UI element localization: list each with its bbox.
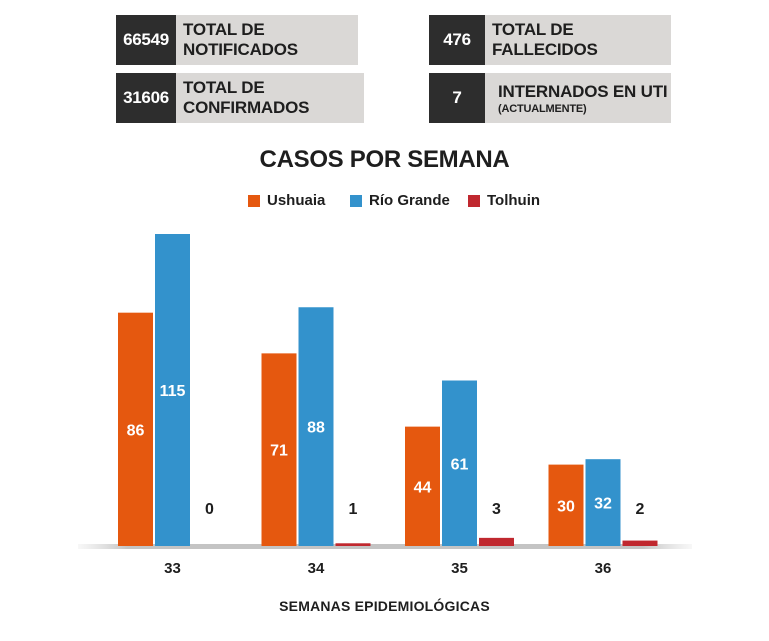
data-label-rio-grande-36: 32 [594, 496, 612, 513]
bar-rio-grande-33 [155, 234, 190, 546]
data-label-tolhuin-36: 2 [636, 501, 645, 518]
stat-value: 476 [429, 15, 485, 65]
bar-ushuaia-36 [548, 464, 584, 546]
data-label-ushuaia-34: 71 [270, 443, 288, 460]
legend-label-tolhuin: Tolhuin [487, 192, 541, 209]
stat-confirmados: 31606 TOTAL DE CONFIRMADOS [116, 73, 364, 123]
legend-label-rio-grande: Río Grande [369, 192, 450, 209]
legend-item-rio-grande: Río Grande [350, 192, 450, 209]
bar-ushuaia-34 [261, 353, 297, 546]
x-tick-label-36: 36 [595, 560, 612, 577]
data-label-rio-grande-33: 115 [160, 383, 186, 400]
x-tick-label-34: 34 [308, 560, 325, 577]
bar-rio-grande-35 [442, 380, 477, 546]
legend-item-tolhuin: Tolhuin [468, 192, 540, 209]
stat-label: TOTAL DE NOTIFICADOS [183, 20, 298, 59]
stat-value: 66549 [116, 15, 176, 65]
chart-legend: Ushuaia Río Grande Tolhuin [0, 192, 769, 212]
x-axis-title: SEMANAS EPIDEMIOLÓGICAS [279, 598, 490, 614]
stat-fallecidos: 476 TOTAL DE FALLECIDOS [429, 15, 671, 65]
data-label-rio-grande-34: 88 [307, 420, 325, 437]
stat-label-box: TOTAL DE FALLECIDOS [485, 15, 671, 65]
bar-ushuaia-33 [118, 312, 153, 546]
data-label-tolhuin-33: 0 [205, 501, 214, 518]
bar-rio-grande-36 [585, 459, 621, 546]
stat-label-box: TOTAL DE NOTIFICADOS [176, 15, 358, 65]
data-label-ushuaia-33: 86 [127, 422, 145, 439]
x-tick-label-35: 35 [451, 560, 468, 577]
data-label-tolhuin-34: 1 [349, 501, 358, 518]
legend-swatch-rio-grande [350, 194, 362, 207]
stat-internados-uti: 7 INTERNADOS EN UTI (ACTUALMENTE) [429, 73, 671, 123]
bar-tolhuin-36 [622, 540, 658, 546]
chart-title: CASOS POR SEMANA [259, 146, 510, 173]
bar-tolhuin-35 [479, 537, 514, 546]
data-label-ushuaia-36: 30 [557, 498, 575, 515]
bar-tolhuin-34 [335, 543, 371, 546]
data-label-ushuaia-35: 44 [414, 479, 432, 496]
stat-value: 7 [429, 73, 485, 123]
x-axis-baseline [78, 544, 692, 549]
stat-sublabel: (ACTUALMENTE) [498, 102, 587, 115]
stat-label-box: INTERNADOS EN UTI (ACTUALMENTE) [485, 73, 671, 123]
data-label-tolhuin-35: 3 [492, 501, 501, 518]
bar-rio-grande-34 [298, 307, 334, 546]
legend-item-ushuaia: Ushuaia [248, 192, 325, 209]
x-tick-label-33: 33 [164, 560, 181, 577]
legend-label-ushuaia: Ushuaia [267, 192, 326, 209]
legend-swatch-ushuaia [248, 194, 260, 207]
bar-ushuaia-35 [405, 426, 440, 546]
stat-notificados: 66549 TOTAL DE NOTIFICADOS [116, 15, 358, 65]
stat-label: TOTAL DE CONFIRMADOS [183, 78, 310, 117]
data-label-rio-grande-35: 61 [451, 456, 469, 473]
stat-label: INTERNADOS EN UTI [498, 81, 668, 101]
stat-label: TOTAL DE FALLECIDOS [492, 20, 598, 59]
legend-swatch-tolhuin [468, 194, 480, 207]
stat-label-box: TOTAL DE CONFIRMADOS [176, 73, 364, 123]
stat-value: 31606 [116, 73, 176, 123]
